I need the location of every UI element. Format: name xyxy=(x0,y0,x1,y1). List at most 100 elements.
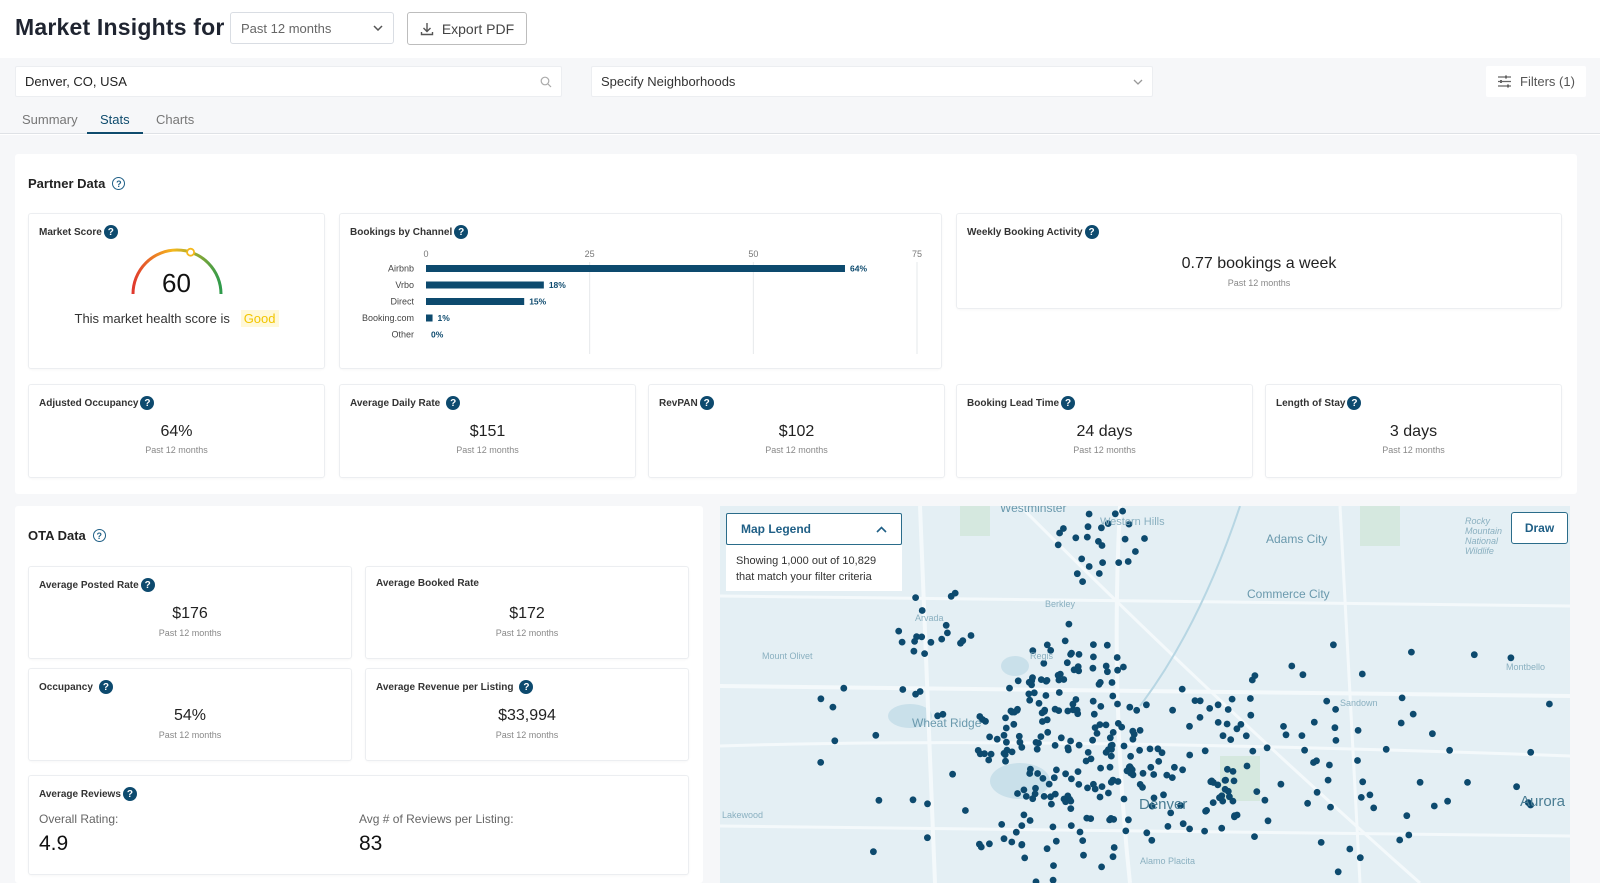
listing-marker[interactable] xyxy=(1370,804,1378,812)
listing-marker[interactable] xyxy=(1146,745,1154,753)
listing-marker[interactable] xyxy=(1041,706,1049,714)
help-icon[interactable]: ? xyxy=(112,177,126,190)
listing-marker[interactable] xyxy=(1018,822,1026,829)
listing-marker[interactable] xyxy=(1089,697,1097,705)
listing-marker[interactable] xyxy=(962,807,969,814)
listing-marker[interactable] xyxy=(1310,718,1318,726)
listing-marker[interactable] xyxy=(1109,729,1117,736)
listing-marker[interactable] xyxy=(1051,790,1059,798)
listing-marker[interactable] xyxy=(1280,723,1287,730)
listing-marker[interactable] xyxy=(1014,677,1022,685)
listing-marker[interactable] xyxy=(1067,805,1075,812)
listing-marker[interactable] xyxy=(1354,757,1361,764)
listing-marker[interactable] xyxy=(1357,794,1365,801)
listing-marker[interactable] xyxy=(911,638,918,645)
listing-marker[interactable] xyxy=(1061,637,1069,645)
listing-marker[interactable] xyxy=(976,840,983,848)
listing-marker[interactable] xyxy=(1143,829,1151,837)
listing-marker[interactable] xyxy=(918,607,926,614)
listing-marker[interactable] xyxy=(912,594,919,601)
listing-marker[interactable] xyxy=(1242,732,1250,740)
listing-marker[interactable] xyxy=(1032,784,1039,792)
listing-marker[interactable] xyxy=(1084,523,1092,531)
help-icon[interactable]: ? xyxy=(519,680,534,694)
listing-marker[interactable] xyxy=(1429,730,1436,738)
listing-marker[interactable] xyxy=(899,686,907,693)
listing-marker[interactable] xyxy=(1139,769,1147,777)
listing-marker[interactable] xyxy=(1107,752,1115,760)
listing-marker[interactable] xyxy=(1223,720,1231,728)
listing-marker[interactable] xyxy=(1026,696,1034,704)
listing-marker[interactable] xyxy=(1114,700,1121,708)
listing-marker[interactable] xyxy=(1085,510,1093,518)
listing-marker[interactable] xyxy=(1069,706,1077,714)
listing-marker[interactable] xyxy=(1090,710,1098,718)
listing-marker[interactable] xyxy=(1214,781,1222,789)
listing-marker[interactable] xyxy=(1326,761,1333,769)
listing-marker[interactable] xyxy=(1127,752,1134,760)
filters-button[interactable]: Filters (1) xyxy=(1486,66,1586,97)
listing-marker[interactable] xyxy=(1104,520,1112,527)
listing-marker[interactable] xyxy=(1397,719,1405,727)
listing-marker[interactable] xyxy=(1136,746,1143,754)
listing-marker[interactable] xyxy=(1263,744,1271,752)
listing-marker[interactable] xyxy=(1409,710,1417,718)
listing-marker[interactable] xyxy=(1016,738,1024,746)
listing-marker[interactable] xyxy=(1186,722,1193,730)
listing-marker[interactable] xyxy=(1507,654,1515,662)
listing-marker[interactable] xyxy=(986,733,993,741)
export-pdf-button[interactable]: Export PDF xyxy=(407,12,527,45)
listing-marker[interactable] xyxy=(1332,737,1340,744)
listing-marker[interactable] xyxy=(987,750,995,758)
listing-marker[interactable] xyxy=(951,589,959,597)
listing-marker[interactable] xyxy=(1126,703,1134,711)
listing-marker[interactable] xyxy=(1243,762,1251,770)
listing-marker[interactable] xyxy=(1043,677,1051,684)
listing-marker[interactable] xyxy=(1049,823,1057,831)
listing-marker[interactable] xyxy=(1000,731,1008,739)
listing-marker[interactable] xyxy=(1060,795,1068,803)
listing-marker[interactable] xyxy=(1299,671,1307,679)
listing-marker[interactable] xyxy=(1464,779,1471,786)
listing-marker[interactable] xyxy=(1155,758,1163,765)
listing-marker[interactable] xyxy=(1015,732,1023,740)
listing-marker[interactable] xyxy=(1179,820,1187,828)
listing-marker[interactable] xyxy=(974,747,982,754)
listing-marker[interactable] xyxy=(817,759,825,766)
listing-marker[interactable] xyxy=(1062,770,1069,778)
listing-marker[interactable] xyxy=(1177,802,1184,809)
listing-marker[interactable] xyxy=(1224,706,1232,713)
listing-marker[interactable] xyxy=(872,731,880,739)
listing-marker[interactable] xyxy=(1169,706,1176,714)
listing-marker[interactable] xyxy=(1108,741,1116,749)
listing-marker[interactable] xyxy=(840,684,848,692)
listing-marker[interactable] xyxy=(1082,757,1090,765)
listing-marker[interactable] xyxy=(1035,699,1043,707)
listing-marker[interactable] xyxy=(1110,844,1118,851)
listing-marker[interactable] xyxy=(1063,659,1071,667)
help-icon[interactable]: ? xyxy=(122,787,137,801)
listing-marker[interactable] xyxy=(1228,695,1236,703)
listing-marker[interactable] xyxy=(1331,724,1339,732)
listing-marker[interactable] xyxy=(1090,641,1097,648)
listing-marker[interactable] xyxy=(1067,822,1075,829)
listing-marker[interactable] xyxy=(1075,651,1083,658)
help-icon[interactable]: ? xyxy=(140,396,155,410)
listing-marker[interactable] xyxy=(1051,705,1059,713)
location-input[interactable]: Denver, CO, USA xyxy=(15,66,562,97)
listing-marker[interactable] xyxy=(1301,746,1308,754)
listing-marker[interactable] xyxy=(1021,854,1029,862)
listing-marker[interactable] xyxy=(1120,742,1128,750)
listing-marker[interactable] xyxy=(1002,724,1010,732)
listing-marker[interactable] xyxy=(1304,799,1311,807)
listing-marker[interactable] xyxy=(1002,757,1009,765)
listing-marker[interactable] xyxy=(1208,777,1216,785)
listing-marker[interactable] xyxy=(998,821,1006,828)
listing-marker[interactable] xyxy=(1057,734,1065,742)
listing-marker[interactable] xyxy=(1097,764,1104,772)
help-icon[interactable]: ? xyxy=(92,529,106,542)
listing-marker[interactable] xyxy=(1102,662,1110,670)
listing-marker[interactable] xyxy=(1032,878,1040,883)
help-icon[interactable]: ? xyxy=(1061,396,1076,410)
listing-marker[interactable] xyxy=(1083,533,1091,541)
